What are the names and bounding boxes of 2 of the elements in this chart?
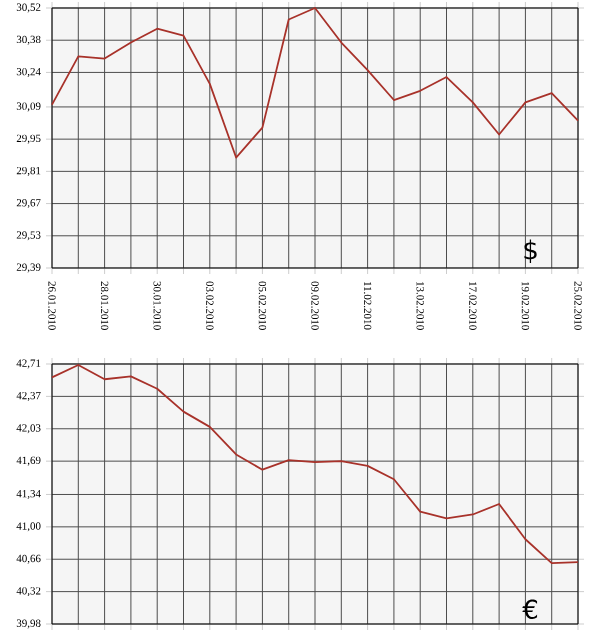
line-series xyxy=(51,7,579,159)
line-series xyxy=(51,364,579,564)
